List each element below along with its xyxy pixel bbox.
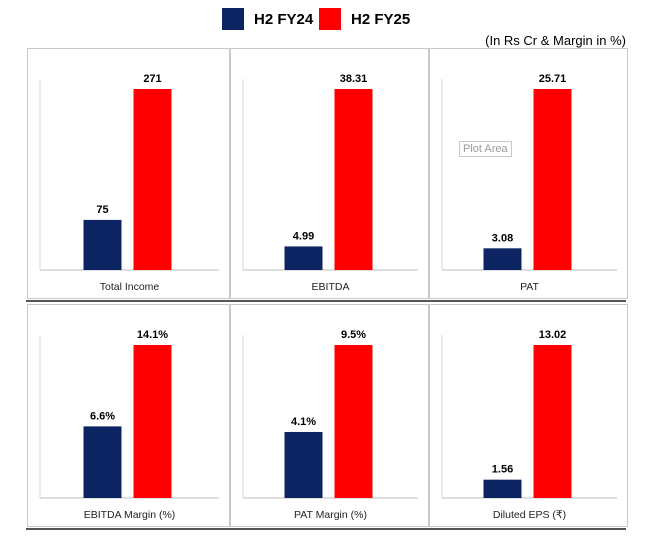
plot-area-tooltip: Plot Area xyxy=(459,141,512,157)
data-label: 9.5% xyxy=(341,329,366,341)
chart-panel-1: 75 271 Total Income xyxy=(27,48,230,299)
data-label: 271 xyxy=(143,73,161,85)
chart-svg-2: 4.99 38.31 EBITDA xyxy=(242,73,418,293)
data-label: 4.99 xyxy=(293,230,314,242)
bar-h2-fy24 xyxy=(284,246,323,270)
legend-swatch-h2-fy24 xyxy=(222,8,244,30)
category-axis-label: PAT Margin (%) xyxy=(294,509,367,521)
unit-note: (In Rs Cr & Margin in %) xyxy=(485,33,626,48)
bar-h2-fy24 xyxy=(83,426,122,498)
data-label: 6.6% xyxy=(90,410,115,422)
bar-h2-fy25 xyxy=(533,345,572,498)
bar-h2-fy24 xyxy=(483,479,522,498)
bar-h2-fy25 xyxy=(533,89,572,270)
chart-panel-4: 6.6% 14.1% EBITDA Margin (%) xyxy=(27,304,230,527)
category-axis-label: EBITDA Margin (%) xyxy=(84,509,176,521)
legend-label-h2-fy25: H2 FY25 xyxy=(351,10,411,28)
data-label: 75 xyxy=(96,204,108,216)
data-label: 25.71 xyxy=(539,73,567,85)
chart-panel-2: 4.99 38.31 EBITDA xyxy=(230,48,429,299)
chart-svg-3: 3.08 25.71 PAT xyxy=(441,73,617,293)
category-axis-label: EBITDA xyxy=(312,281,350,293)
chart-panel-6: 1.56 13.02 Diluted EPS (₹) xyxy=(429,304,628,527)
data-label: 4.1% xyxy=(291,416,316,428)
data-label: 38.31 xyxy=(340,73,368,85)
legend-swatch-h2-fy25 xyxy=(319,8,341,30)
bar-h2-fy24 xyxy=(483,248,522,270)
chart-svg-4: 6.6% 14.1% EBITDA Margin (%) xyxy=(39,329,219,521)
bar-h2-fy25 xyxy=(334,89,373,270)
bar-h2-fy25 xyxy=(334,345,373,498)
legend: H2 FY24 H2 FY25 xyxy=(0,8,660,30)
bar-h2-fy24 xyxy=(284,431,323,498)
chart-svg-1: 75 271 Total Income xyxy=(39,73,219,293)
legend-label-h2-fy24: H2 FY24 xyxy=(254,10,314,28)
legend-item-h2-fy25: H2 FY25 xyxy=(319,8,410,30)
chart-panel-5: 4.1% 9.5% PAT Margin (%) xyxy=(230,304,429,527)
data-label: 3.08 xyxy=(492,232,513,244)
category-axis-label: PAT xyxy=(520,281,539,293)
bar-h2-fy25 xyxy=(133,345,172,498)
chart-svg-5: 4.1% 9.5% PAT Margin (%) xyxy=(242,329,418,521)
chart-svg-6: 1.56 13.02 Diluted EPS (₹) xyxy=(441,329,617,521)
bottom-divider xyxy=(26,528,626,530)
category-axis-label: Diluted EPS (₹) xyxy=(493,509,566,521)
bar-h2-fy24 xyxy=(83,219,122,270)
data-label: 13.02 xyxy=(539,329,567,341)
legend-item-h2-fy24: H2 FY24 xyxy=(222,8,313,30)
row-divider xyxy=(26,300,626,302)
data-label: 1.56 xyxy=(492,464,513,476)
bar-h2-fy25 xyxy=(133,89,172,270)
category-axis-label: Total Income xyxy=(100,281,160,293)
data-label: 14.1% xyxy=(137,329,168,341)
chart-panel-3: 3.08 25.71 PAT Plot Area xyxy=(429,48,628,299)
